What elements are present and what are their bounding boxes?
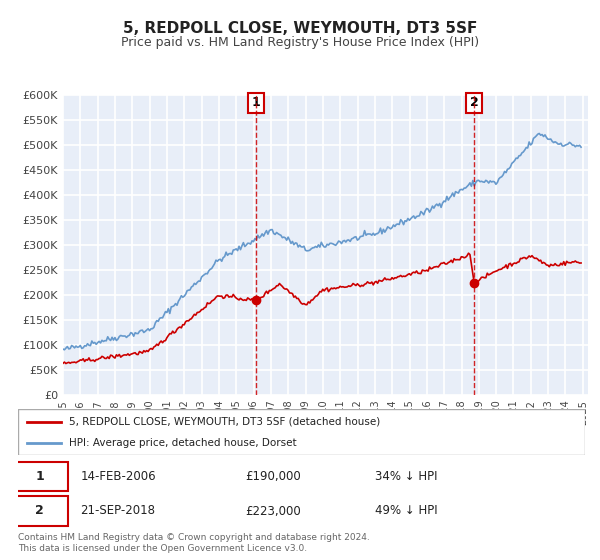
Text: 5, REDPOLL CLOSE, WEYMOUTH, DT3 5SF: 5, REDPOLL CLOSE, WEYMOUTH, DT3 5SF <box>123 21 477 36</box>
FancyBboxPatch shape <box>18 409 585 455</box>
Text: 2: 2 <box>470 96 478 109</box>
Text: 21-SEP-2018: 21-SEP-2018 <box>80 505 155 517</box>
Text: 14-FEB-2006: 14-FEB-2006 <box>80 470 156 483</box>
Text: 1: 1 <box>251 96 260 109</box>
Text: £190,000: £190,000 <box>245 470 301 483</box>
Text: £223,000: £223,000 <box>245 505 301 517</box>
FancyBboxPatch shape <box>11 462 68 492</box>
Text: 5, REDPOLL CLOSE, WEYMOUTH, DT3 5SF (detached house): 5, REDPOLL CLOSE, WEYMOUTH, DT3 5SF (det… <box>69 417 380 427</box>
Text: HPI: Average price, detached house, Dorset: HPI: Average price, detached house, Dors… <box>69 438 296 448</box>
Text: Price paid vs. HM Land Registry's House Price Index (HPI): Price paid vs. HM Land Registry's House … <box>121 36 479 49</box>
Text: 2: 2 <box>35 505 44 517</box>
Text: 49% ↓ HPI: 49% ↓ HPI <box>375 505 438 517</box>
FancyBboxPatch shape <box>11 496 68 526</box>
Text: 1: 1 <box>35 470 44 483</box>
Text: 34% ↓ HPI: 34% ↓ HPI <box>375 470 438 483</box>
Text: Contains HM Land Registry data © Crown copyright and database right 2024.
This d: Contains HM Land Registry data © Crown c… <box>18 533 370 553</box>
